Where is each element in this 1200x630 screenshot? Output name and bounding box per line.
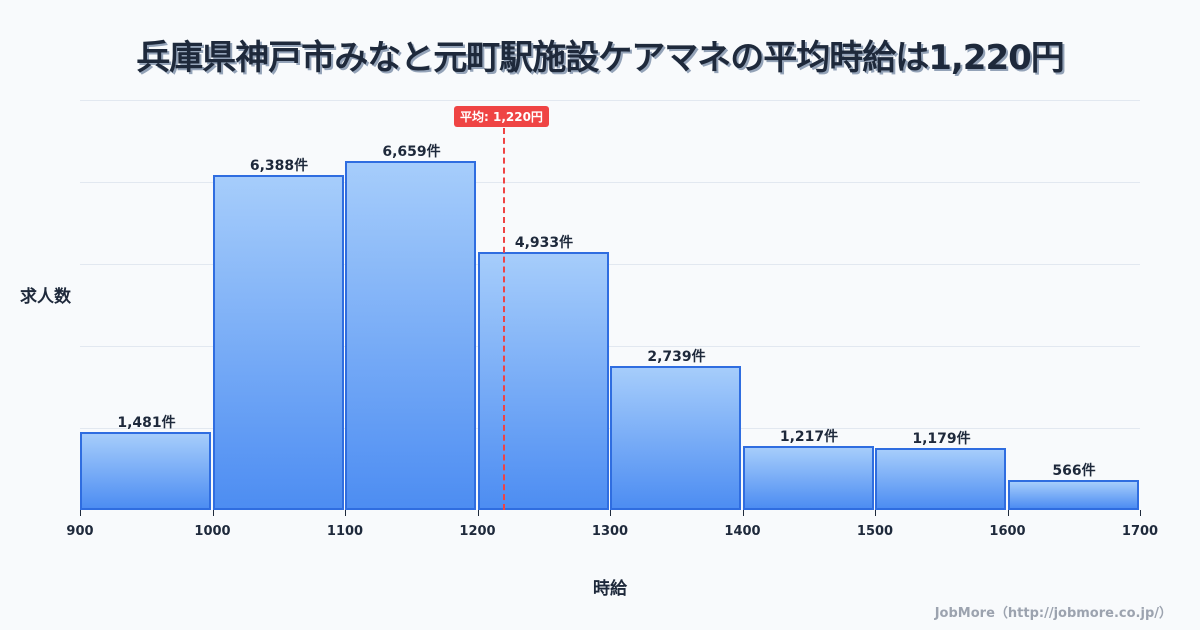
x-tick xyxy=(1007,510,1009,516)
gridline xyxy=(80,264,1140,265)
bar-value-label: 4,933件 xyxy=(514,235,574,251)
x-tick-label: 1100 xyxy=(326,524,364,539)
average-line xyxy=(503,128,505,510)
histogram-bar xyxy=(875,448,1006,510)
histogram-bar xyxy=(1007,480,1139,510)
bar-value-label: 1,217件 xyxy=(779,429,839,445)
chart-title: 兵庫県神戸市みなと元町駅施設ケアマネの平均時給は1,220円 xyxy=(136,38,1065,78)
x-tick xyxy=(80,510,81,516)
x-tick xyxy=(875,510,876,516)
x-tick xyxy=(477,510,479,516)
x-tick-label: 1200 xyxy=(459,524,496,539)
x-tick-label: 900 xyxy=(66,524,94,539)
x-tick xyxy=(212,510,214,516)
x-tick-label: 1700 xyxy=(1121,524,1159,539)
y-axis-label: 求人数 xyxy=(20,287,71,307)
x-tick-label: 1400 xyxy=(724,524,761,539)
x-tick-label: 1300 xyxy=(591,524,629,539)
bar-value-label: 1,179件 xyxy=(912,431,971,447)
x-tick xyxy=(610,510,611,516)
x-tick-label: 1600 xyxy=(989,524,1026,539)
histogram-bar xyxy=(742,446,874,510)
gridline xyxy=(80,182,1140,183)
histogram-bar xyxy=(80,432,211,510)
x-tick xyxy=(742,510,744,516)
histogram-bar xyxy=(212,175,344,510)
bar-value-label: 6,388件 xyxy=(249,158,309,174)
histogram-bar xyxy=(610,366,741,510)
bar-value-label: 1,481件 xyxy=(117,415,176,431)
credit-text: JobMore（http://jobmore.co.jp/） xyxy=(934,606,1172,621)
x-tick-label: 1500 xyxy=(856,524,894,539)
bar-value-label: 2,739件 xyxy=(647,349,706,365)
bar-value-label: 6,659件 xyxy=(382,144,441,160)
x-tick xyxy=(345,510,346,516)
x-tick-label: 1000 xyxy=(194,524,231,539)
gridline xyxy=(80,100,1140,101)
x-tick xyxy=(1140,510,1141,516)
average-badge: 平均: 1,220円 xyxy=(454,106,549,127)
gridline xyxy=(80,346,1140,347)
histogram-bar xyxy=(345,161,476,510)
x-axis-label: 時給 xyxy=(593,579,627,599)
bar-value-label: 566件 xyxy=(1052,463,1096,479)
histogram-bar xyxy=(477,252,609,510)
plot-area: 1,481件 6,388件 6,659件 4,933件 2,739件 1,217件 1,17… xyxy=(80,100,1140,510)
